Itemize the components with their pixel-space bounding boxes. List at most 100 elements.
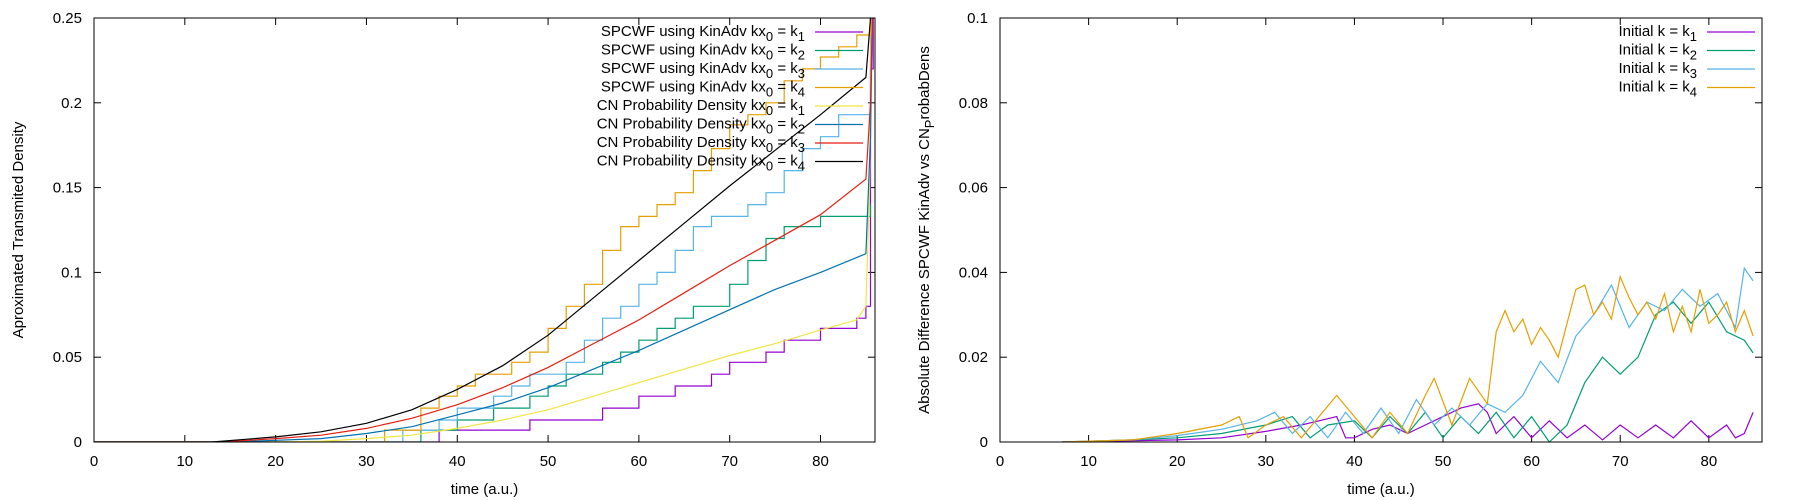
x-tick-label: 10 xyxy=(176,453,193,470)
legend-label: = k xyxy=(773,116,798,133)
y-tick-label: 0.04 xyxy=(959,264,988,281)
legend-label: SPCWF using KinAdv kx xyxy=(601,60,767,77)
x-tick-label: 70 xyxy=(1612,453,1629,470)
legend-subscript: 4 xyxy=(798,159,805,174)
plot-border xyxy=(999,17,1763,443)
x-tick-label: 30 xyxy=(358,453,375,470)
series-line-4 xyxy=(94,18,872,442)
legend-subscript: 2 xyxy=(798,48,805,63)
legend-subscript: 0 xyxy=(766,159,773,174)
legend-label: Initial k = k xyxy=(1618,23,1690,40)
x-tick-label: 40 xyxy=(1346,453,1363,470)
y-axis-title-text: Aproximated Transmited Density xyxy=(10,121,27,338)
legend-label: Initial k = k xyxy=(1618,42,1690,59)
legend-subscript: 2 xyxy=(1690,48,1697,63)
x-axis-title: time (a.u.) xyxy=(451,481,519,498)
legend-entry: Initial k = k2 xyxy=(1618,42,1697,63)
series-line-8 xyxy=(94,18,872,442)
legend-subscript: 3 xyxy=(798,66,805,81)
legend-subscript: 3 xyxy=(1690,66,1697,81)
series-line-4 xyxy=(1061,274,1754,442)
legend-label: CN Probability Density kx xyxy=(597,97,767,114)
legend-subscript: 1 xyxy=(798,29,805,44)
x-tick-label: 50 xyxy=(540,453,557,470)
x-tick-label: 0 xyxy=(996,453,1004,470)
y-tick-label: 0.1 xyxy=(61,264,82,281)
y-axis-title: Absolute Difference SPCWF KinAdv vs CNPr… xyxy=(916,46,937,414)
y-axis-title-subscript: P xyxy=(922,120,937,129)
legend-subscript: 0 xyxy=(766,85,773,100)
x-tick-label: 20 xyxy=(1169,453,1186,470)
legend-subscript: 0 xyxy=(766,66,773,81)
y-tick-label: 0.08 xyxy=(959,95,988,112)
x-tick-label: 80 xyxy=(812,453,829,470)
x-tick-label: 50 xyxy=(1435,453,1452,470)
legend-label: = k xyxy=(773,79,798,96)
series-line-6 xyxy=(94,18,873,442)
legend-subscript: 1 xyxy=(1690,29,1697,44)
legend-subscript: 0 xyxy=(766,122,773,137)
series-line-7 xyxy=(94,18,873,442)
legend-label: SPCWF using KinAdv kx xyxy=(601,23,767,40)
y-axis-title-tail: robabDens xyxy=(916,46,933,119)
legend-subscript: 1 xyxy=(798,103,805,118)
legend-label: = k xyxy=(773,60,798,77)
legend-entry: SPCWF using KinAdv kx0 = k3 xyxy=(601,60,805,81)
legend-label: = k xyxy=(773,134,798,151)
legend-subscript: 4 xyxy=(798,85,805,100)
legend-label: CN Probability Density kx xyxy=(597,153,767,170)
series-line-2 xyxy=(94,204,872,442)
y-tick-label: 0.1 xyxy=(967,10,988,27)
legend-subscript: 0 xyxy=(766,48,773,63)
y-axis-title-text: Absolute Difference SPCWF KinAdv vs CN xyxy=(916,128,933,414)
x-tick-label: 70 xyxy=(721,453,738,470)
x-tick-label: 20 xyxy=(267,453,284,470)
legend-entry: SPCWF using KinAdv kx0 = k4 xyxy=(601,79,805,100)
legend-entry: SPCWF using KinAdv kx0 = k2 xyxy=(601,42,805,63)
x-tick-label: 10 xyxy=(1080,453,1097,470)
left-chart-panel: 0 10 20 30 40 50 60 70 8000.050.10.150.20.25SPCW… xyxy=(10,10,876,498)
series-line-3 xyxy=(1061,266,1754,442)
legend-entry: Initial k = k1 xyxy=(1618,23,1697,44)
legend-entry: CN Probability Density kx0 = k4 xyxy=(597,153,805,174)
legend-label: SPCWF using KinAdv kx xyxy=(601,42,767,59)
series-line-1 xyxy=(94,18,874,442)
legend-label: CN Probability Density kx xyxy=(597,116,767,133)
legend-subscript: 4 xyxy=(1690,85,1697,100)
legend-label: Initial k = k xyxy=(1618,60,1690,77)
x-axis-title: time (a.u.) xyxy=(1347,481,1415,498)
y-tick-label: 0.25 xyxy=(53,10,82,27)
x-tick-label: 60 xyxy=(1523,453,1540,470)
legend-subscript: 0 xyxy=(766,29,773,44)
legend-entry: SPCWF using KinAdv kx0 = k1 xyxy=(601,23,805,44)
legend-entry: CN Probability Density kx0 = k1 xyxy=(597,97,805,118)
x-tick-label: 40 xyxy=(449,453,466,470)
y-tick-label: 0 xyxy=(74,434,82,451)
legend-entry: Initial k = k3 xyxy=(1618,60,1697,81)
x-tick-label: 80 xyxy=(1700,453,1717,470)
y-tick-label: 0.02 xyxy=(959,349,988,366)
legend-label: CN Probability Density kx xyxy=(597,134,767,151)
legend-label: = k xyxy=(773,23,798,40)
series-line-1 xyxy=(1061,403,1754,442)
legend-label: Initial k = k xyxy=(1618,79,1690,96)
series-line-5 xyxy=(94,18,872,442)
legend-label: = k xyxy=(773,153,798,170)
x-tick-label: 30 xyxy=(1257,453,1274,470)
legend-subscript: 0 xyxy=(766,140,773,155)
series-line-3 xyxy=(94,18,872,442)
y-tick-label: 0.05 xyxy=(53,349,82,366)
legend-subscript: 2 xyxy=(798,122,805,137)
legend-subscript: 0 xyxy=(766,103,773,118)
plot-border xyxy=(93,17,876,443)
y-tick-label: 0.06 xyxy=(959,180,988,197)
legend-label: SPCWF using KinAdv kx xyxy=(601,79,767,96)
legend-subscript: 3 xyxy=(798,140,805,155)
legend-entry: CN Probability Density kx0 = k2 xyxy=(597,116,805,137)
legend-entry: CN Probability Density kx0 = k3 xyxy=(597,134,805,155)
right-chart-panel: 0 10 20 30 40 50 60 70 80 0 0.02 0.04 0.06 0.08 0.1 Ini… xyxy=(916,10,1763,498)
legend-label: = k xyxy=(773,42,798,59)
x-tick-label: 0 xyxy=(90,453,98,470)
series-line-2 xyxy=(1061,301,1754,442)
